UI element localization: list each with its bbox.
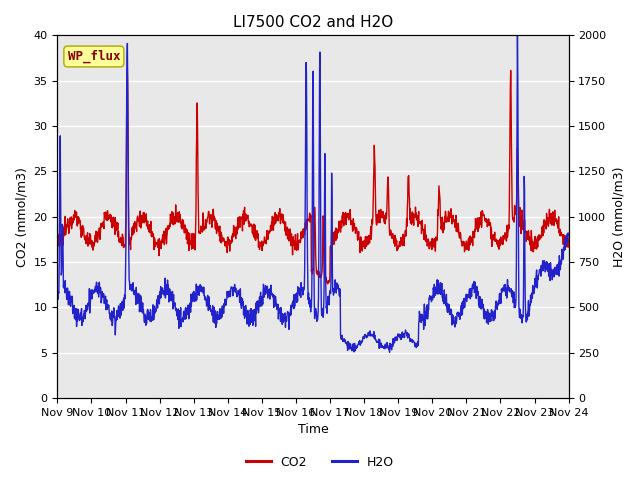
Text: WP_flux: WP_flux bbox=[68, 50, 120, 63]
X-axis label: Time: Time bbox=[298, 423, 328, 436]
Legend: CO2, H2O: CO2, H2O bbox=[241, 451, 399, 474]
Y-axis label: H2O (mmol/m3): H2O (mmol/m3) bbox=[612, 167, 625, 267]
Y-axis label: CO2 (mmol/m3): CO2 (mmol/m3) bbox=[15, 167, 28, 266]
Title: LI7500 CO2 and H2O: LI7500 CO2 and H2O bbox=[233, 15, 393, 30]
